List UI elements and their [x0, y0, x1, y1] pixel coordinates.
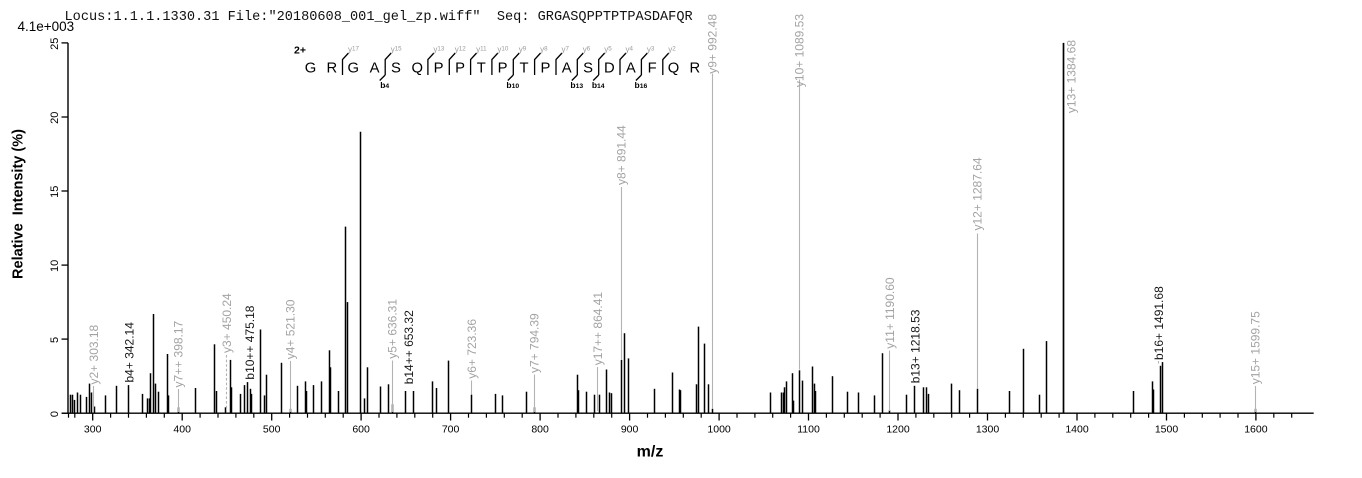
- svg-text:20: 20: [49, 112, 61, 124]
- svg-text:1600: 1600: [1244, 424, 1268, 436]
- svg-text:1500: 1500: [1155, 424, 1179, 436]
- svg-text:0: 0: [49, 411, 61, 417]
- svg-text:y11: y11: [476, 45, 487, 54]
- svg-text:b10: b10: [506, 80, 519, 90]
- svg-text:5: 5: [49, 337, 61, 343]
- svg-text:y8+ 891.44: y8+ 891.44: [615, 125, 629, 185]
- svg-text:500: 500: [263, 424, 281, 436]
- svg-text:S: S: [391, 61, 401, 77]
- svg-text:1100: 1100: [797, 424, 820, 436]
- svg-text:y6: y6: [583, 45, 591, 54]
- svg-text:800: 800: [531, 424, 549, 436]
- svg-text:1300: 1300: [976, 424, 1000, 436]
- svg-text:A: A: [562, 61, 572, 77]
- svg-text:T: T: [477, 61, 486, 77]
- svg-text:y5+ 636.31: y5+ 636.31: [386, 299, 400, 359]
- svg-text:300: 300: [84, 424, 102, 436]
- svg-text:S: S: [583, 61, 593, 77]
- svg-text:y17: y17: [348, 45, 359, 54]
- svg-text:b16+ 1491.68: b16+ 1491.68: [1152, 286, 1166, 360]
- svg-text:y7+ 794.39: y7+ 794.39: [528, 313, 542, 373]
- svg-text:y15: y15: [391, 45, 402, 54]
- svg-text:4.1e+003: 4.1e+003: [18, 19, 75, 34]
- svg-text:b13+ 1218.53: b13+ 1218.53: [909, 309, 923, 383]
- svg-text:y8: y8: [540, 45, 548, 54]
- svg-text:700: 700: [442, 424, 460, 436]
- svg-text:m/z: m/z: [637, 444, 664, 461]
- svg-text:15: 15: [49, 186, 61, 198]
- svg-text:b16: b16: [635, 80, 648, 90]
- svg-text:1200: 1200: [886, 424, 910, 436]
- svg-text:b4+ 342.14: b4+ 342.14: [123, 322, 137, 383]
- svg-text:y9+ 992.48: y9+ 992.48: [706, 14, 720, 74]
- svg-text:A: A: [626, 61, 636, 77]
- svg-text:y17++ 864.41: y17++ 864.41: [591, 292, 605, 366]
- svg-text:y7: y7: [562, 45, 570, 54]
- svg-text:y15+ 1599.75: y15+ 1599.75: [1249, 311, 1263, 384]
- svg-text:25: 25: [49, 38, 61, 50]
- svg-text:y9: y9: [519, 45, 527, 54]
- svg-text:b4: b4: [380, 80, 389, 90]
- svg-text:R: R: [689, 61, 700, 77]
- svg-text:G: G: [347, 61, 359, 77]
- svg-text:y13+ 1384.68: y13+ 1384.68: [1064, 40, 1078, 113]
- svg-text:y10: y10: [497, 45, 508, 54]
- svg-text:T: T: [519, 61, 528, 77]
- svg-text:y7++ 398.17: y7++ 398.17: [172, 320, 186, 387]
- svg-text:P: P: [434, 61, 444, 77]
- svg-text:1400: 1400: [1065, 424, 1089, 436]
- svg-text:y5: y5: [604, 45, 612, 54]
- svg-text:y3: y3: [647, 45, 655, 54]
- svg-text:A: A: [370, 61, 380, 77]
- svg-text:600: 600: [352, 424, 370, 436]
- svg-text:1000: 1000: [707, 424, 731, 436]
- svg-text:b14++ 653.32: b14++ 653.32: [402, 310, 416, 384]
- svg-text:y10+ 1089.53: y10+ 1089.53: [793, 14, 807, 87]
- svg-text:G: G: [305, 61, 317, 77]
- svg-text:y2+ 303.18: y2+ 303.18: [87, 324, 101, 384]
- svg-text:2+: 2+: [294, 45, 306, 57]
- svg-text:400: 400: [173, 424, 191, 436]
- svg-text:y12+ 1287.64: y12+ 1287.64: [971, 157, 985, 230]
- svg-text:y11+ 1190.60: y11+ 1190.60: [883, 277, 897, 349]
- svg-text:b10++ 475.18: b10++ 475.18: [243, 305, 257, 379]
- svg-text:P: P: [540, 61, 550, 77]
- svg-text:y6+ 723.36: y6+ 723.36: [465, 319, 479, 379]
- svg-text:y4+ 521.30: y4+ 521.30: [283, 299, 297, 359]
- svg-text:D: D: [604, 61, 615, 77]
- svg-text:y12: y12: [455, 45, 466, 54]
- svg-text:y2: y2: [668, 45, 676, 54]
- svg-text:y13: y13: [433, 45, 444, 54]
- svg-text:10: 10: [49, 260, 61, 272]
- svg-text:F: F: [648, 61, 657, 77]
- svg-text:P: P: [498, 61, 508, 77]
- svg-text:b14: b14: [592, 80, 605, 90]
- svg-text:R: R: [327, 61, 338, 77]
- svg-text:y3+ 450.24: y3+ 450.24: [220, 293, 234, 353]
- svg-text:Relative Intensity (%): Relative Intensity (%): [11, 129, 27, 279]
- svg-text:Q: Q: [668, 61, 680, 77]
- svg-text:Q: Q: [411, 61, 423, 77]
- svg-text:P: P: [455, 61, 465, 77]
- svg-text:900: 900: [621, 424, 639, 436]
- svg-text:b13: b13: [570, 80, 583, 90]
- svg-text:Locus:1.1.1.1330.31 File:"2018: Locus:1.1.1.1330.31 File:"20180608_001_g…: [65, 10, 693, 25]
- svg-text:y4: y4: [626, 45, 634, 54]
